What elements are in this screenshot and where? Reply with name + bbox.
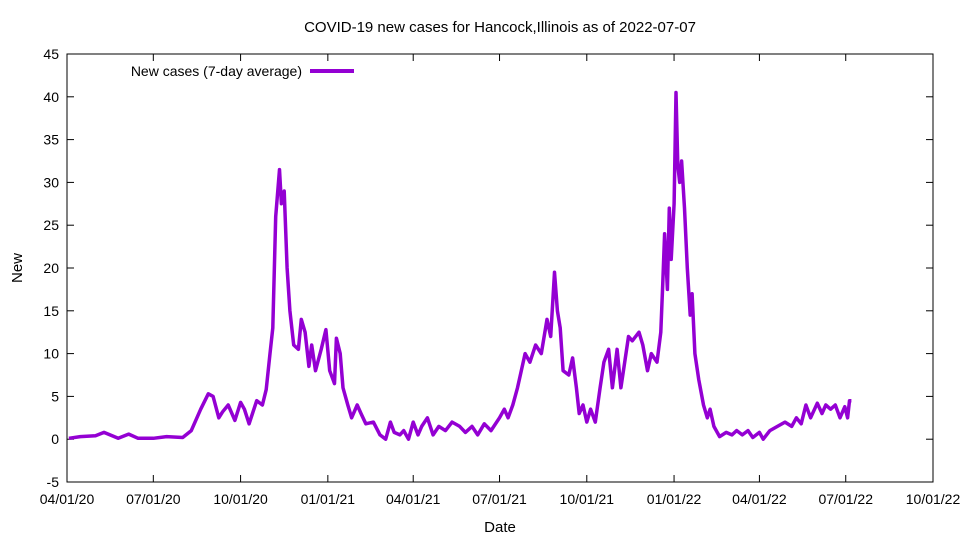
y-tick-label: 5 — [51, 388, 59, 404]
x-tick-label: 04/01/22 — [732, 491, 787, 507]
y-tick-label: 35 — [43, 132, 59, 148]
series-line-0 — [68, 90, 852, 441]
y-tick-label: 45 — [43, 46, 59, 62]
axes: -5 0 5 10 15 20 25 30 35 40 45 04/01/20 07/01/20 10/0… — [40, 46, 960, 507]
y-tick-label: 10 — [43, 346, 59, 362]
x-tick-label: 07/01/20 — [126, 491, 181, 507]
chart-title: COVID-19 new cases for Hancock,Illinois … — [304, 19, 696, 36]
x-tick-label: 07/01/22 — [818, 491, 873, 507]
x-axis-label: Date — [484, 519, 516, 536]
x-tick-label: 01/01/21 — [301, 491, 356, 507]
y-tick-label: 15 — [43, 303, 59, 319]
y-tick-label: 20 — [43, 260, 59, 276]
x-tick-label: 07/01/21 — [472, 491, 527, 507]
x-tick-label: 10/01/21 — [560, 491, 615, 507]
legend-label: New cases (7-day average) — [131, 63, 302, 79]
y-tick-label: 40 — [43, 89, 59, 105]
x-tick-label: 01/01/22 — [647, 491, 702, 507]
x-tick-label: 04/01/20 — [40, 491, 95, 507]
y-tick-label: -5 — [47, 474, 60, 490]
y-tick-label: 0 — [51, 431, 59, 447]
legend: New cases (7-day average) — [131, 63, 354, 79]
x-tick-label: 04/01/21 — [386, 491, 441, 507]
y-tick-label: 30 — [43, 174, 59, 190]
x-tick-label: 10/01/20 — [213, 491, 268, 507]
y-tick-label: 25 — [43, 217, 59, 233]
x-tick-label: 10/01/22 — [906, 491, 960, 507]
plot-area — [68, 90, 852, 441]
y-axis-label: New — [9, 253, 26, 283]
